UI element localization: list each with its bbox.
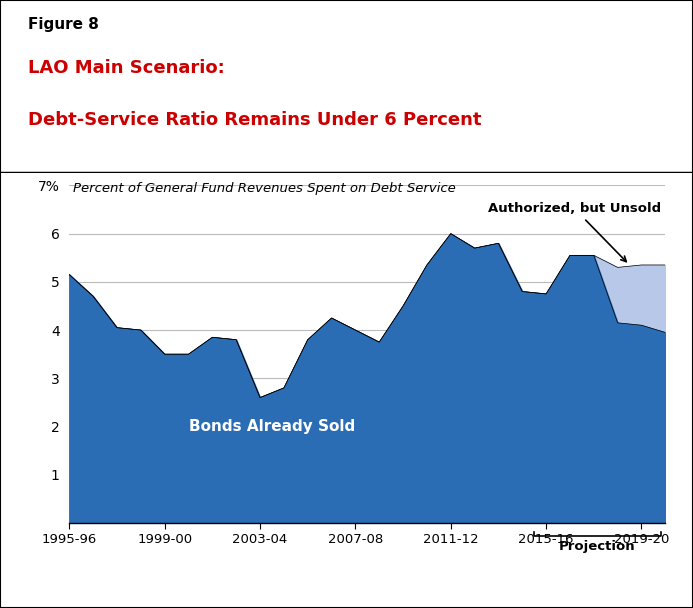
- Text: Bonds Already Sold: Bonds Already Sold: [188, 419, 355, 434]
- Text: Figure 8: Figure 8: [28, 17, 98, 32]
- Text: LAO Main Scenario:: LAO Main Scenario:: [28, 59, 225, 77]
- Text: Authorized, but Unsold: Authorized, but Unsold: [488, 202, 661, 261]
- Text: Debt-Service Ratio Remains Under 6 Percent: Debt-Service Ratio Remains Under 6 Perce…: [28, 111, 481, 129]
- Text: Percent of General Fund Revenues Spent on Debt Service: Percent of General Fund Revenues Spent o…: [73, 182, 455, 195]
- Text: Projection: Projection: [559, 541, 635, 553]
